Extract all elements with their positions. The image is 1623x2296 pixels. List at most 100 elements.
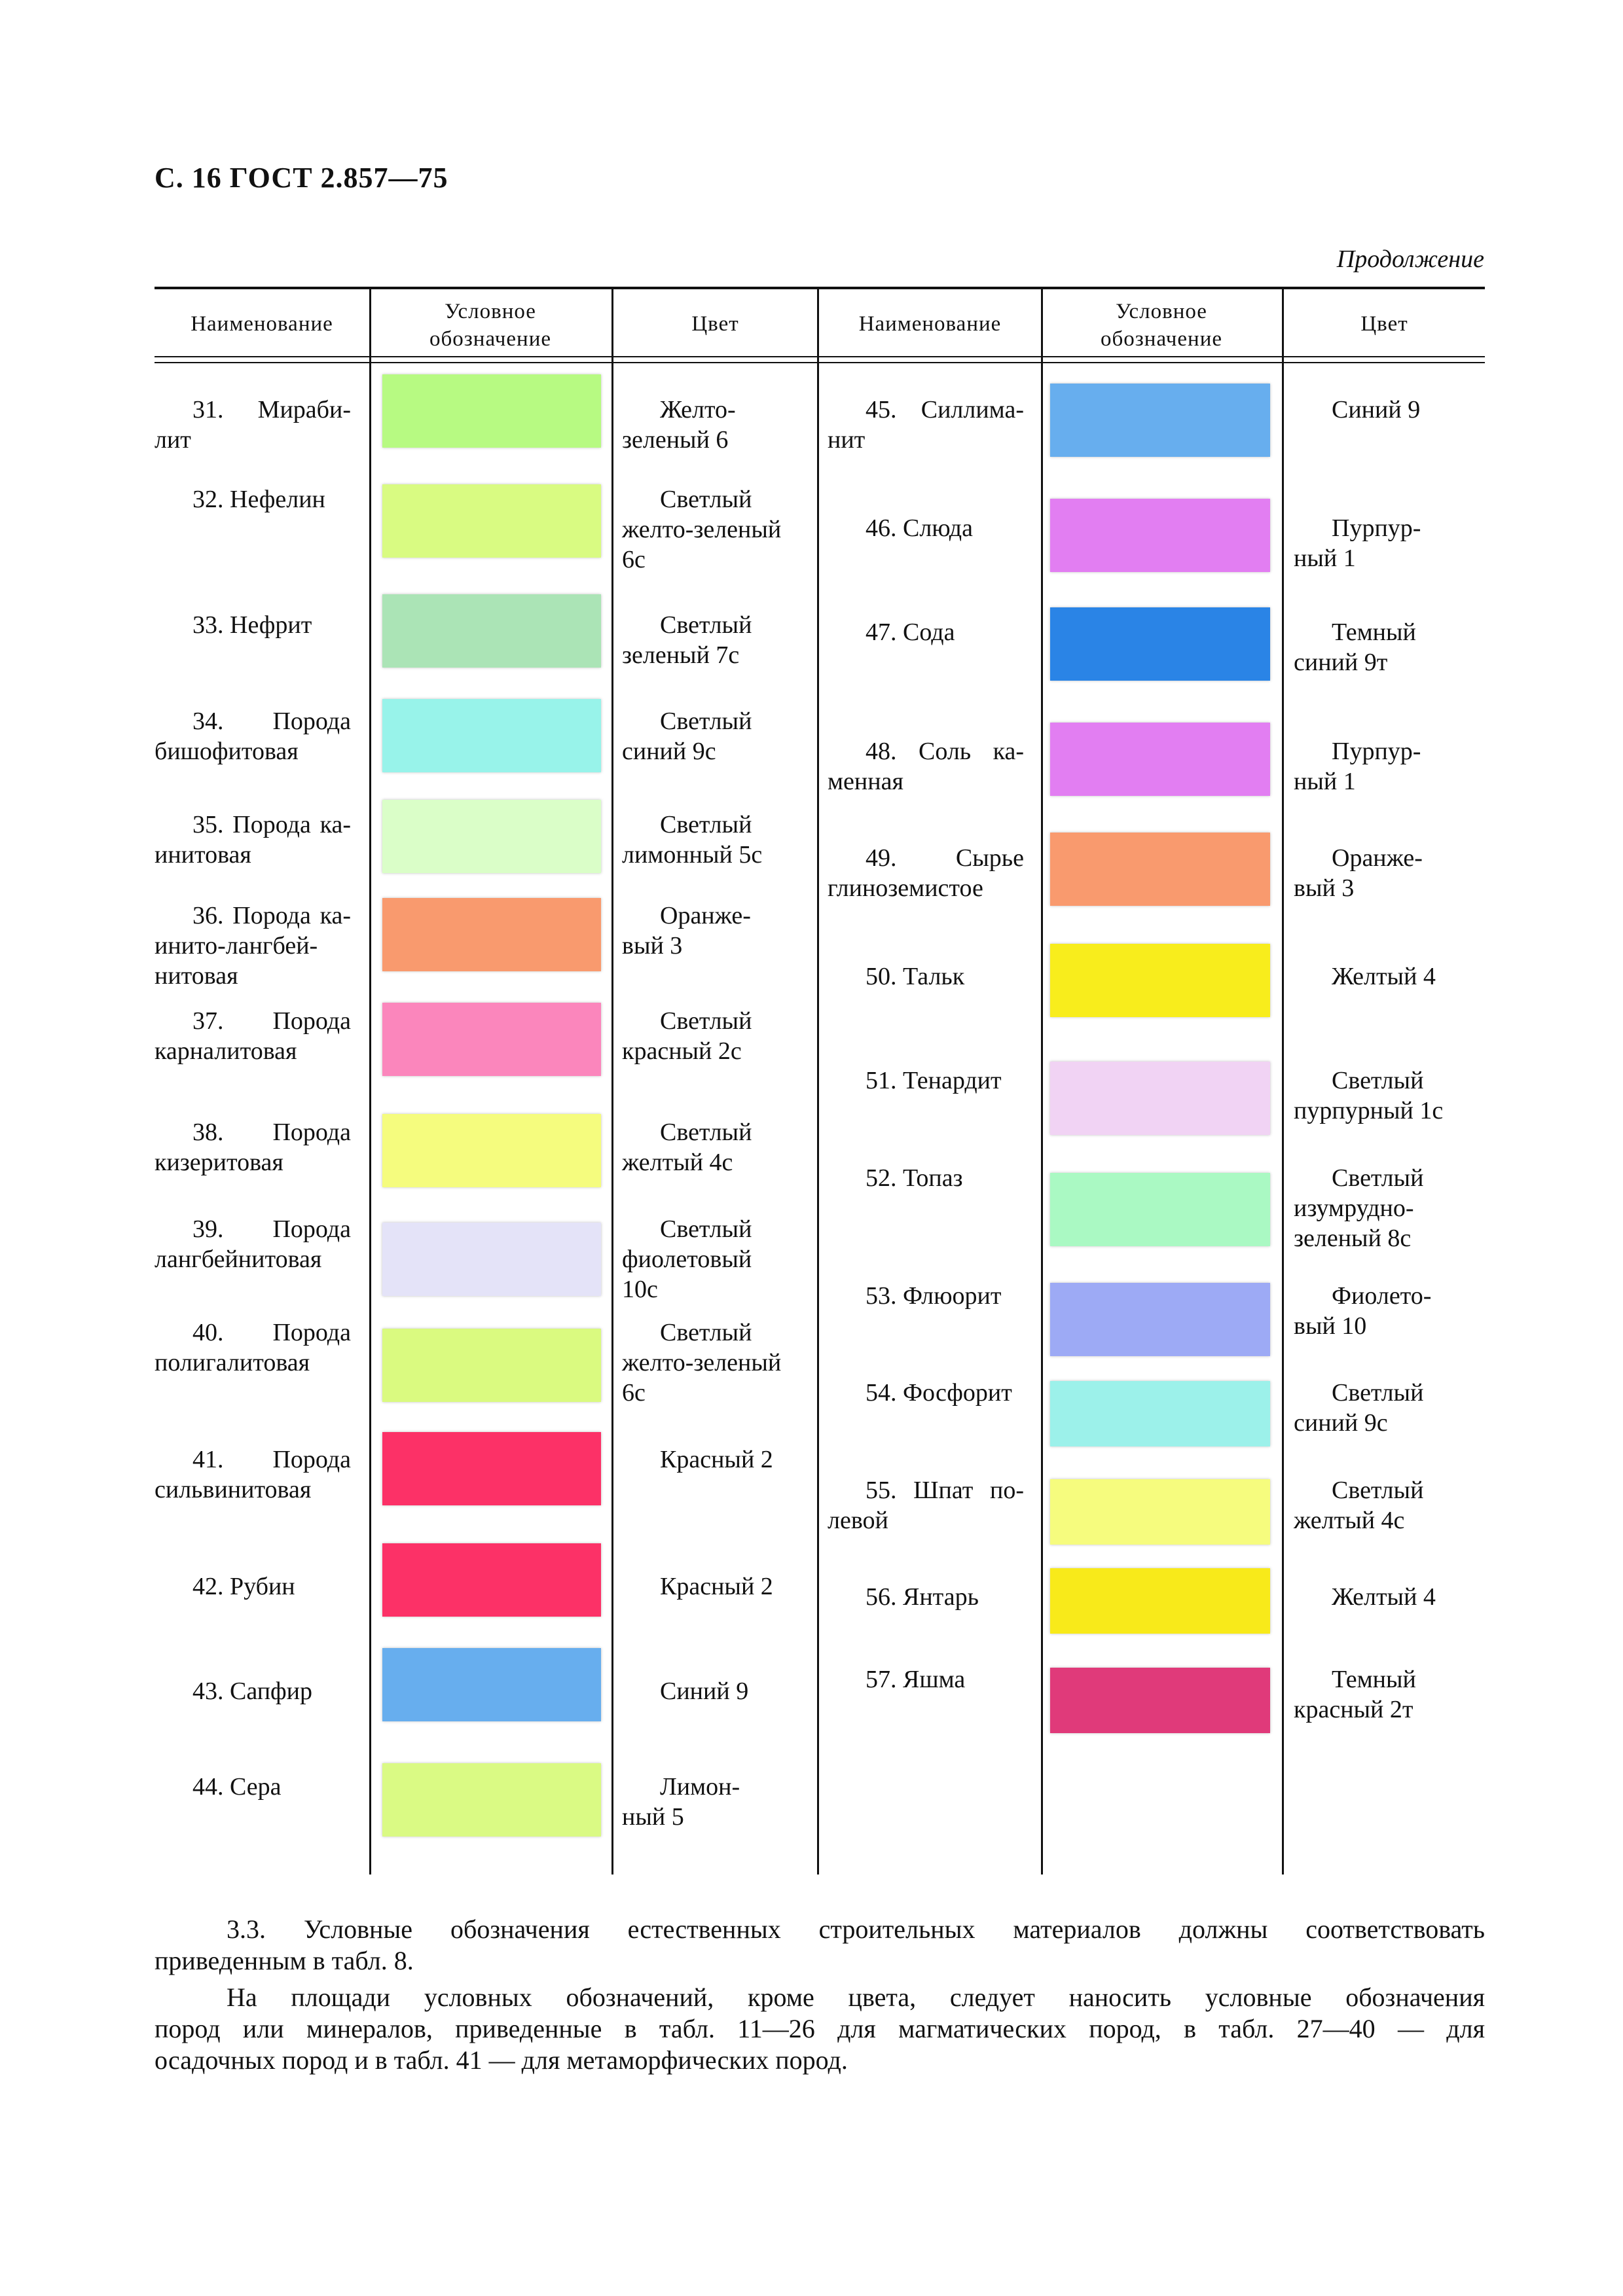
text-line: 50. Тальк <box>866 963 965 990</box>
material-name: 41. Порода сильвинитовая <box>155 1444 351 1505</box>
color-name: Красный 2 <box>622 1444 813 1475</box>
color-swatch <box>382 1648 601 1721</box>
text-line: Светлый <box>660 708 752 735</box>
color-swatch <box>1050 723 1270 796</box>
color-swatch <box>382 484 601 558</box>
text-line: Красный 2 <box>660 1573 773 1600</box>
text-line: Желтый 4 <box>1332 1583 1436 1611</box>
color-swatch <box>1050 384 1270 457</box>
color-name: Светлый желто-зеленый 6с <box>622 484 813 575</box>
text-line: лимонный 5с <box>622 841 763 869</box>
text-line: нитовая <box>155 962 238 990</box>
color-swatch <box>382 800 601 873</box>
col-divider <box>369 288 371 1874</box>
text-line: левой <box>828 1507 888 1534</box>
color-name: Желтый 4 <box>1294 961 1482 992</box>
text-line: Светлый <box>660 811 752 838</box>
color-swatch <box>1050 1568 1270 1634</box>
color-name: Светлый синий 9с <box>622 706 813 766</box>
text-line: синий 9с <box>1294 1409 1388 1437</box>
page-title: С. 16 ГОСТ 2.857—75 <box>155 162 448 194</box>
text-line: Светлый <box>660 1215 752 1243</box>
material-name: 50. Тальк <box>828 961 1024 992</box>
text-line: лангбейнитовая <box>155 1246 322 1273</box>
col-divider <box>1282 288 1284 1874</box>
text-line: Светлый <box>1332 1379 1424 1407</box>
text-line: 36. Порода ка- <box>192 902 351 929</box>
text-line: кизеритовая <box>155 1149 283 1176</box>
material-name: 56. Янтарь <box>828 1582 1024 1612</box>
text-line: лит <box>155 426 191 454</box>
color-swatch <box>382 1543 601 1617</box>
text-line: 53. Флюорит <box>866 1282 1002 1310</box>
text-line: 10с <box>622 1276 658 1303</box>
material-name: 45. Силлима-нит <box>828 395 1024 455</box>
color-name: Светлый пурпурный 1с <box>1294 1066 1482 1126</box>
color-swatch <box>382 1003 601 1076</box>
material-name: 54. Фосфорит <box>828 1378 1024 1408</box>
continuation-label: Продолжение <box>1336 245 1484 273</box>
text-line: 51. Тенардит <box>866 1067 1002 1094</box>
text-line: 57. Яшма <box>866 1666 966 1693</box>
text-line: Светлый <box>660 611 752 639</box>
text-line: Светлый <box>1332 1477 1424 1504</box>
material-name: 38. Порода кизеритовая <box>155 1117 351 1177</box>
text-line: Лимон- <box>660 1773 740 1801</box>
paragraph-line: На площади условных обозначений, кроме ц… <box>227 1982 1485 2012</box>
text-line: 34. Порода <box>192 708 351 735</box>
text-line: инитовая <box>155 841 251 869</box>
material-name: 57. Яшма <box>828 1664 1024 1695</box>
text-line: вый 3 <box>622 932 683 960</box>
text-line: Светлый <box>1332 1164 1424 1192</box>
text-line: зеленый 8с <box>1294 1225 1412 1252</box>
material-name: 49. Сырье глиноземистое <box>828 843 1024 903</box>
text-line: 31. Мираби- <box>192 396 351 423</box>
material-name: 53. Флюорит <box>828 1281 1024 1311</box>
color-name: Пурпур-ный 1 <box>1294 736 1482 797</box>
paragraph: 3.3. Условные обозначения естественных с… <box>155 1914 1485 1977</box>
text-line: Пурпур- <box>1332 738 1421 765</box>
material-name: 43. Сапфир <box>155 1676 351 1706</box>
text-line: 47. Сода <box>866 619 955 646</box>
text-line: Оранже- <box>660 902 751 929</box>
color-swatch <box>1050 1173 1270 1246</box>
column-header-symbol: Условное обозначение <box>1100 300 1223 351</box>
color-name: Синий 9 <box>622 1676 813 1706</box>
text-line: желтый 4с <box>622 1149 733 1176</box>
column-header-color: Цвет <box>1360 312 1408 336</box>
color-name: Светлый фиолетовый 10с <box>622 1214 813 1304</box>
color-swatch <box>1050 1381 1270 1446</box>
text-line: 42. Рубин <box>192 1573 295 1600</box>
header-bottom-rule-2 <box>155 362 1485 363</box>
paragraph-line: 3.3. Условные обозначения естественных с… <box>227 1914 1485 1944</box>
material-name: 37. Порода карналитовая <box>155 1006 351 1066</box>
color-swatch <box>1050 833 1270 906</box>
paragraph-line: пород или минералов, приведенные в табл.… <box>155 2014 1485 2043</box>
color-name: Светлый желто-зеленый 6с <box>622 1318 813 1408</box>
text-line: Красный 2 <box>660 1446 773 1473</box>
text-line: Желтый 4 <box>1332 963 1436 990</box>
text-line: 35. Порода ка- <box>192 811 351 838</box>
text-line: 33. Нефрит <box>192 611 312 639</box>
text-line: 46. Слюда <box>866 514 973 542</box>
color-swatch <box>1050 1283 1270 1356</box>
text-line: красный 2с <box>622 1037 742 1065</box>
color-name: Темный красный 2т <box>1294 1664 1482 1725</box>
table-top-rule <box>155 287 1485 289</box>
text-line: Фиолето- <box>1332 1282 1432 1310</box>
text-line: менная <box>828 768 903 795</box>
text-line: 49. Сырье <box>866 844 1024 872</box>
paragraph: На площади условных обозначений, кроме ц… <box>155 1982 1485 2076</box>
material-name: 42. Рубин <box>155 1571 351 1602</box>
color-swatch <box>1050 1479 1270 1545</box>
material-name: 51. Тенардит <box>828 1066 1024 1096</box>
color-swatch <box>1050 944 1270 1017</box>
text-line: фиолетовый <box>622 1246 752 1273</box>
color-swatch <box>1050 499 1270 572</box>
text-line: синий 9т <box>1294 649 1388 676</box>
color-swatch <box>382 594 601 668</box>
material-name: 34. Порода бишофитовая <box>155 706 351 766</box>
text-line: 41. Порода <box>192 1446 351 1473</box>
color-swatch <box>382 1432 601 1505</box>
color-name: Светлый синий 9с <box>1294 1378 1482 1438</box>
